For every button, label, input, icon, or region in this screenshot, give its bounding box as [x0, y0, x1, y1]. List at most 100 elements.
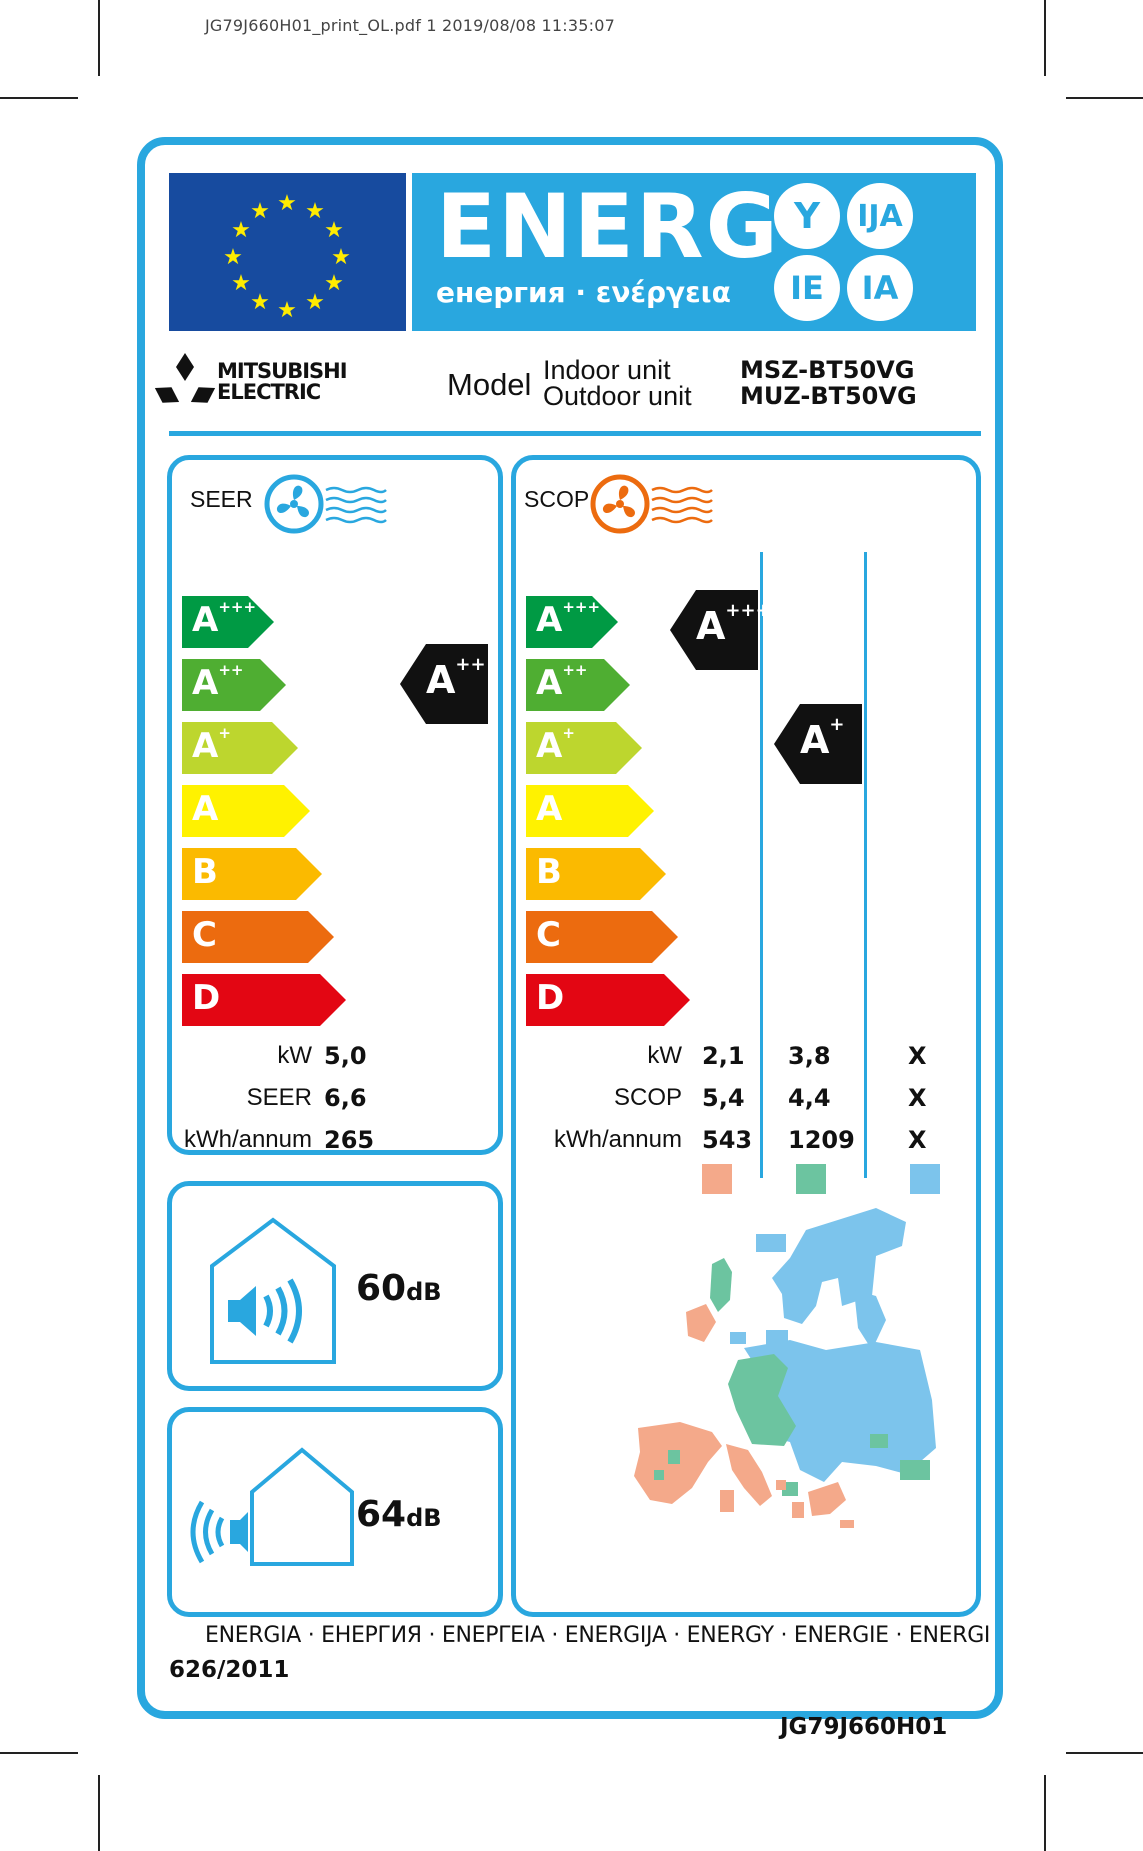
- rating-letter: A: [426, 658, 456, 702]
- heating-rating-arrow-average: A+: [774, 704, 862, 784]
- cooling-seer-label: SEER: [246, 1084, 312, 1111]
- heating-title: SCOP: [524, 486, 590, 512]
- svg-text:★: ★: [324, 270, 344, 295]
- svg-text:★: ★: [223, 244, 243, 269]
- heating-rating-arrow-warmer: A+++: [670, 590, 771, 670]
- print-header: JG79J660H01_print_OL.pdf 1 2019/08/08 11…: [205, 16, 615, 35]
- class-plus: +: [218, 724, 231, 742]
- class-letter: A: [536, 663, 563, 703]
- cooling-seer-value: 6,6: [324, 1084, 367, 1112]
- class-bar-b: B: [182, 848, 322, 900]
- heating-fan-icon: [590, 474, 713, 534]
- brand-name-line1: MITSUBISHI: [217, 359, 348, 383]
- cooling-annual-value: 265: [324, 1126, 375, 1154]
- suffix-circle-ija: IJA: [847, 183, 913, 249]
- heating-scop-label: SCOP: [613, 1084, 682, 1111]
- class-bar-a3plus: A+++: [182, 596, 274, 648]
- brand-name-line2: ELECTRIC: [217, 380, 321, 404]
- class-bar-a2plus: A++: [526, 659, 630, 711]
- class-letter: C: [536, 915, 561, 955]
- class-letter: A: [536, 600, 563, 640]
- cooling-title: SEER: [190, 486, 253, 512]
- class-plus: ++: [562, 661, 588, 679]
- class-bar-a: A: [182, 785, 310, 837]
- class-bar-d: D: [526, 974, 690, 1026]
- regulation-number: 626/2011: [169, 1657, 290, 1683]
- class-letter: D: [536, 978, 565, 1018]
- energy-title: ENERG: [436, 175, 780, 278]
- brand-model-row: MITSUBISHI ELECTRIC Model Indoor unit Ou…: [145, 335, 995, 427]
- class-letter: B: [536, 852, 562, 892]
- brand-name: MITSUBISHI ELECTRIC: [217, 359, 348, 404]
- class-letter: A: [192, 600, 219, 640]
- crop-mark: [1044, 0, 1046, 76]
- class-letter: C: [192, 915, 217, 955]
- crop-mark: [98, 0, 100, 76]
- heating-annual-label: kWh/annum: [553, 1126, 682, 1153]
- europe-climate-zone-map: [634, 1208, 936, 1528]
- class-bar-a: A: [526, 785, 654, 837]
- heating-kw-label: kW: [647, 1042, 682, 1069]
- indoor-noise-value: 60dB: [356, 1268, 442, 1309]
- class-letter: D: [192, 978, 221, 1018]
- footer-languages: ENERGIA · ЕНЕРГИЯ · ΕΝΕΡΓΕΙΑ · ENERGIJA …: [205, 1623, 991, 1648]
- label-code: JG79J660H01: [780, 1714, 948, 1740]
- crop-mark: [1066, 1752, 1143, 1754]
- class-bar-a2plus: A++: [182, 659, 286, 711]
- average-scop-value: 4,4: [788, 1084, 831, 1112]
- crop-mark: [1044, 1775, 1046, 1851]
- class-bar-a3plus: A+++: [526, 596, 618, 648]
- class-bar-b: B: [526, 848, 666, 900]
- class-letter: A: [536, 726, 563, 766]
- crop-mark: [0, 97, 78, 99]
- outdoor-db-unit: dB: [406, 1504, 442, 1532]
- class-bar-a1plus: A+: [182, 722, 298, 774]
- outdoor-unit-label: Outdoor unit: [543, 381, 692, 411]
- svg-text:★: ★: [324, 217, 344, 242]
- class-plus: +++: [218, 598, 257, 616]
- cooling-fan-icon: [264, 474, 387, 534]
- average-kw-value: 3,8: [788, 1042, 831, 1070]
- rating-letter: A: [800, 718, 830, 762]
- outdoor-noise-value: 64dB: [356, 1494, 442, 1535]
- colder-scop-value: X: [908, 1084, 927, 1112]
- outdoor-noise-panel: 64dB: [167, 1407, 503, 1617]
- cooling-annual-label: kWh/annum: [183, 1126, 312, 1153]
- indoor-model-code: MSZ-BT50VG: [740, 356, 915, 384]
- class-letter: A: [192, 726, 219, 766]
- class-bar-c: C: [526, 911, 678, 963]
- average-annual-value: 1209: [788, 1126, 855, 1154]
- three-diamonds-logo-icon: [154, 353, 216, 403]
- class-bar-d: D: [182, 974, 346, 1026]
- colder-annual-value: X: [908, 1126, 927, 1154]
- zone-swatch-warmer: [702, 1164, 732, 1194]
- crop-mark: [98, 1775, 100, 1851]
- class-plus: ++: [218, 661, 244, 679]
- model-label: Model: [447, 367, 532, 402]
- warmer-kw-value: 2,1: [702, 1042, 745, 1070]
- svg-text:★: ★: [231, 217, 251, 242]
- svg-text:★: ★: [277, 297, 297, 322]
- class-bar-a1plus: A+: [526, 722, 642, 774]
- indoor-db-number: 60: [356, 1268, 407, 1309]
- suffix-circle-y: Y: [774, 183, 840, 249]
- crop-mark: [1066, 97, 1143, 99]
- class-letter: A: [192, 663, 219, 703]
- class-bar-c: C: [182, 911, 334, 963]
- outdoor-model-code: MUZ-BT50VG: [740, 382, 917, 410]
- suffix-circle-ie: IE: [774, 255, 840, 321]
- cooling-kw-value: 5,0: [324, 1042, 367, 1070]
- svg-text:★: ★: [331, 244, 351, 269]
- class-letter: A: [536, 789, 563, 829]
- svg-text:★: ★: [277, 190, 297, 215]
- warmer-scop-value: 5,4: [702, 1084, 745, 1112]
- indoor-db-unit: dB: [406, 1278, 442, 1306]
- rating-letter: A: [696, 604, 726, 648]
- warmer-annual-value: 543: [702, 1126, 753, 1154]
- svg-text:★: ★: [250, 198, 270, 223]
- svg-text:★: ★: [250, 289, 270, 314]
- zone-swatch-colder: [910, 1164, 940, 1194]
- zone-swatch-average: [796, 1164, 826, 1194]
- energy-header: ENERG енергия · ενέργεια Y IJA IE IA: [412, 173, 976, 331]
- rating-plus: +: [829, 714, 845, 735]
